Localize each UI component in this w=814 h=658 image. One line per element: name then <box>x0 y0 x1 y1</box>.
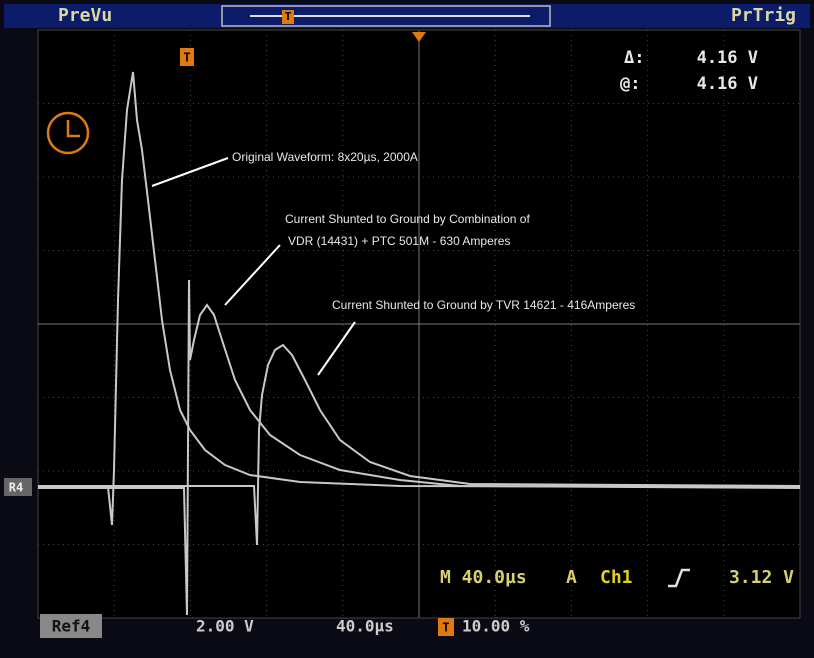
annotation-original: Original Waveform: 8x20µs, 2000A <box>232 150 418 164</box>
delta-value: 4.16 V <box>697 48 758 68</box>
annotation-tvr: Current Shunted to Ground by TVR 14621 -… <box>332 298 635 312</box>
prevu-label: PreVu <box>58 5 112 26</box>
footer-trigger-text: T <box>442 621 449 635</box>
at-label: @: <box>620 74 640 94</box>
vertical-scale: 2.00 V <box>196 617 254 636</box>
record-trigger-text: T <box>285 10 292 23</box>
trigger-mode: A <box>566 567 577 588</box>
trigger-position: 10.00 % <box>462 617 530 636</box>
time-scale: 40.0µs <box>336 617 394 636</box>
scope-screen: T PreVu PrTrig T Δ: 4.16 V @: 4.16 V Ori… <box>0 0 814 658</box>
ref-marker: R4 <box>9 481 23 495</box>
annotation-vdr-2: VDR (14431) + PTC 501M - 630 Amperes <box>288 234 510 248</box>
trigger-level: 3.12 V <box>729 567 794 588</box>
timebase: M 40.0µs <box>440 567 527 588</box>
at-value: 4.16 V <box>697 74 758 94</box>
trigger-channel: Ch1 <box>600 567 633 588</box>
prtrig-label: PrTrig <box>731 5 796 26</box>
annotation-vdr-1: Current Shunted to Ground by Combination… <box>285 212 530 226</box>
trigger-icon-text: T <box>183 51 190 65</box>
delta-label: Δ: <box>624 48 644 68</box>
ref-label: Ref4 <box>52 617 91 636</box>
